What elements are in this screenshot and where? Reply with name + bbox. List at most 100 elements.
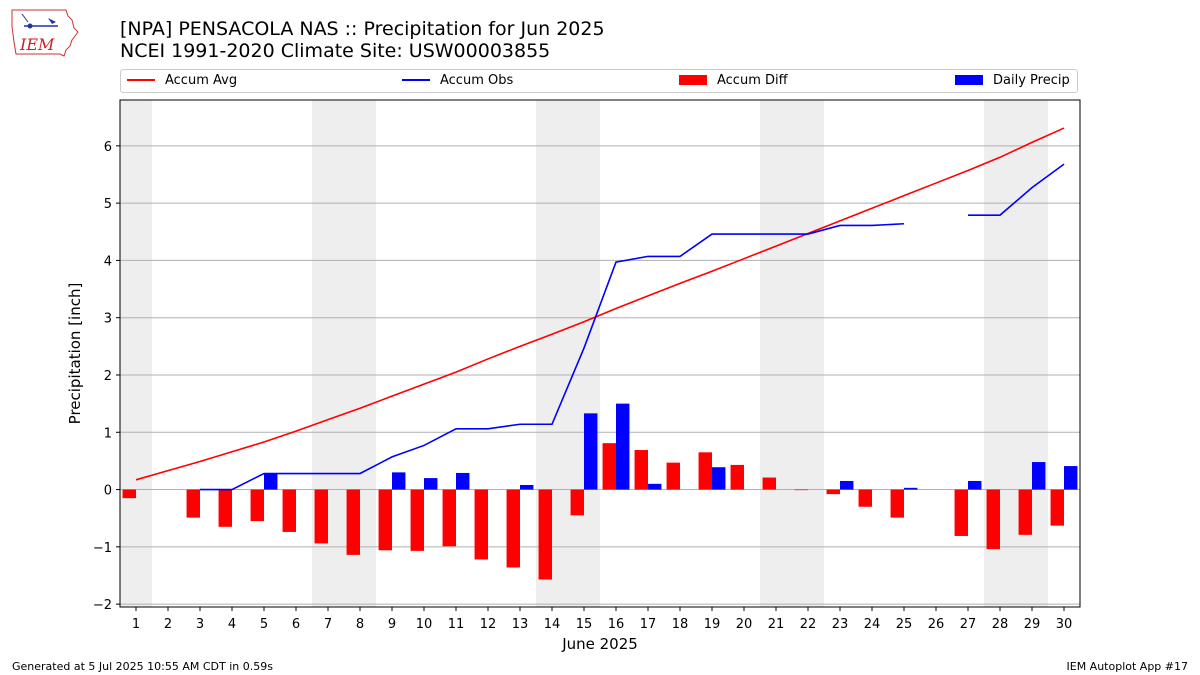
chart-title: [NPA] PENSACOLA NAS :: Precipitation for…	[120, 18, 605, 40]
accum-diff-bar	[186, 489, 200, 518]
daily-precip-bar	[1032, 462, 1046, 490]
x-tick-label: 21	[768, 617, 785, 632]
legend-item-accum-diff: Accum Diff	[679, 73, 788, 89]
accum-diff-bar	[122, 489, 136, 499]
accum-diff-bar	[794, 489, 808, 491]
x-tick-label: 6	[292, 617, 300, 632]
accum-diff-bar	[506, 489, 520, 568]
accum-diff-bar	[1018, 489, 1032, 535]
weekend-shade-0	[120, 100, 152, 607]
accum-diff-bar	[1050, 489, 1064, 526]
x-tick-label: 30	[1056, 617, 1073, 632]
x-tick-label: 3	[196, 617, 204, 632]
y-tick-label: 5	[104, 197, 112, 212]
x-tick-label: 28	[992, 617, 1009, 632]
daily-precip-bar	[904, 487, 918, 490]
accum-avg-line	[135, 127, 1065, 481]
iowa-state-weather-icon	[11, 9, 79, 57]
accum-diff-bar	[474, 489, 488, 560]
legend-item-accum-obs: Accum Obs	[402, 73, 513, 89]
y-tick-label: −2	[93, 598, 112, 613]
accum-diff-bar	[890, 489, 904, 518]
x-tick-label: 13	[512, 617, 529, 632]
legend-label-daily-precip: Daily Precip	[993, 73, 1070, 88]
accum-diff-bar	[730, 464, 744, 490]
y-axis-label: Precipitation [inch]	[66, 283, 84, 425]
legend-swatch-accum-diff	[679, 74, 707, 85]
daily-precip-bar	[520, 484, 534, 490]
legend-item-daily-precip: Daily Precip	[955, 73, 1070, 89]
accum-diff-bar	[410, 489, 424, 551]
daily-precip-bar	[456, 472, 470, 490]
x-tick-label: 15	[576, 617, 593, 632]
x-tick-label: 19	[704, 617, 721, 632]
y-tick-label: −1	[93, 541, 112, 556]
daily-precip-bar	[392, 472, 406, 490]
accum-diff-bar	[826, 489, 840, 495]
accum-diff-bar	[634, 450, 648, 490]
x-tick-label: 26	[928, 617, 945, 632]
accum-diff-bar	[698, 452, 712, 490]
x-tick-label: 4	[228, 617, 236, 632]
daily-precip-bar	[616, 403, 630, 490]
x-tick-label: 1	[132, 617, 140, 632]
daily-precip-bar	[968, 480, 982, 490]
accum-diff-bar	[602, 443, 616, 490]
daily-precip-bar	[584, 413, 598, 490]
x-tick-label: 14	[544, 617, 561, 632]
accum-diff-bar	[346, 489, 360, 555]
chart-legend: Accum Avg Accum Obs Accum Diff Daily Pre…	[120, 69, 1078, 93]
y-tick-label: 1	[104, 426, 112, 441]
daily-precip-bar	[264, 473, 278, 490]
y-tick-label: 6	[104, 140, 112, 155]
x-tick-label: 5	[260, 617, 268, 632]
x-tick-label: 23	[832, 617, 849, 632]
x-tick-label: 17	[640, 617, 657, 632]
x-tick-label: 25	[896, 617, 913, 632]
accum-diff-bar	[250, 489, 264, 522]
daily-precip-bar	[648, 483, 662, 490]
x-tick-label: 18	[672, 617, 689, 632]
x-tick-label: 16	[608, 617, 625, 632]
legend-label-accum-diff: Accum Diff	[717, 73, 788, 88]
x-tick-label: 29	[1024, 617, 1041, 632]
iem-logo: IEM	[11, 9, 79, 57]
daily-precip-bar	[712, 467, 726, 490]
x-tick-label: 11	[448, 617, 465, 632]
x-tick-label: 22	[800, 617, 817, 632]
accum-diff-bar	[314, 489, 328, 544]
x-tick-label: 27	[960, 617, 977, 632]
accum-diff-bar	[442, 489, 456, 547]
daily-precip-bar	[1064, 466, 1078, 490]
chart-subtitle: NCEI 1991-2020 Climate Site: USW00003855	[120, 40, 551, 62]
accum-diff-bar	[378, 489, 392, 551]
accum-diff-bar	[858, 489, 872, 507]
x-tick-label: 8	[356, 617, 364, 632]
accum-diff-bar	[570, 489, 584, 516]
accum-diff-bar	[666, 462, 680, 490]
accum-diff-bar	[218, 489, 232, 527]
daily-precip-bar	[840, 480, 854, 490]
legend-swatch-accum-avg	[127, 78, 155, 81]
legend-swatch-accum-obs	[402, 78, 430, 81]
x-tick-label: 9	[388, 617, 396, 632]
generated-timestamp: Generated at 5 Jul 2025 10:55 AM CDT in …	[12, 660, 273, 673]
accum-diff-bar	[762, 477, 776, 490]
x-axis-label: June 2025	[561, 635, 638, 653]
accum-diff-bar	[538, 489, 552, 580]
app-label: IEM Autoplot App #17	[1066, 660, 1189, 673]
x-tick-label: 24	[864, 617, 881, 632]
accum-diff-bar	[986, 489, 1000, 550]
x-tick-label: 12	[480, 617, 497, 632]
accum-obs-line	[968, 163, 1065, 216]
y-tick-label: 2	[104, 369, 112, 384]
logo-text: IEM	[19, 35, 55, 54]
y-tick-label: 4	[104, 254, 112, 269]
y-tick-label: 0	[104, 484, 112, 499]
legend-label-accum-obs: Accum Obs	[440, 73, 514, 88]
accum-obs-line	[200, 222, 905, 491]
plot-frame	[119, 99, 1081, 608]
legend-label-accum-avg: Accum Avg	[165, 73, 238, 88]
weekend-shade-3	[760, 100, 824, 607]
